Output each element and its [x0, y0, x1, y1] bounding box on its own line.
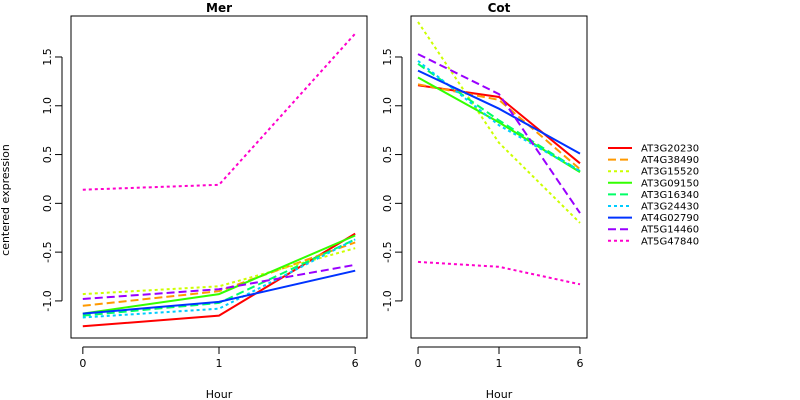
panel-title: Cot: [488, 1, 511, 15]
series-line-at3g09150: [82, 234, 356, 315]
legend-label: AT4G02790: [641, 213, 699, 224]
legend-item: AT3G15520: [608, 167, 699, 178]
series-line-at3g16340: [82, 238, 356, 317]
series-line-at5g47840: [82, 32, 356, 191]
y-tick-label: -0.5: [381, 241, 394, 262]
panel-cot: Cot 0 1 6 Hour -1.0 -0.5 0.0 0.5 1.0 1.5: [381, 1, 588, 400]
x-tick-label: 1: [216, 357, 223, 370]
legend-label: AT5G47840: [641, 236, 699, 247]
series-line-at5g47840: [417, 260, 581, 286]
y-tick-label: 1.5: [381, 48, 394, 66]
legend-item: AT3G20230: [608, 144, 699, 155]
plot-frame: [410, 15, 588, 339]
series-line-at3g16340: [417, 62, 581, 172]
series-line-at5g14460: [417, 53, 581, 214]
series-line-at3g15520: [82, 247, 356, 296]
series-line-at4g02790: [417, 69, 581, 155]
legend-item: AT5G47840: [608, 236, 699, 247]
legend-label: AT3G15520: [641, 167, 699, 178]
x-tick-label: 6: [576, 357, 583, 370]
series-line-at4g38490: [82, 241, 356, 307]
x-tick-label: 6: [352, 357, 359, 370]
panel-title: Mer: [206, 1, 232, 15]
legend-item: AT5G14460: [608, 225, 699, 236]
y-tick-label: 0.0: [41, 195, 54, 213]
x-tick-label: 1: [496, 357, 503, 370]
x-axis-label: Hour: [486, 388, 513, 400]
y-tick-label: 0.5: [41, 146, 54, 164]
x-tick-label: 0: [79, 357, 86, 370]
y-tick-label: 0.5: [381, 146, 394, 164]
series-line-at5g14460: [82, 263, 356, 300]
y-tick-label: -1.0: [41, 290, 54, 311]
series-line-at3g09150: [417, 76, 581, 173]
series-line-at3g15520: [417, 21, 581, 224]
y-tick-label: -1.0: [381, 290, 394, 311]
legend-label: AT4G38490: [641, 155, 699, 166]
series-line-at3g24430: [82, 238, 356, 319]
legend-label: AT3G20230: [641, 144, 699, 155]
y-tick-label: 1.0: [41, 97, 54, 115]
panels: Mer 0 1 6 Hour -1.0 -0.5 0.0 0.5 1.0 1.5 Cot 0 1 6 Hour…: [41, 1, 588, 400]
y-tick-label: 1.0: [381, 97, 394, 115]
legend-label: AT3G24430: [641, 202, 699, 213]
x-tick-label: 0: [415, 357, 422, 370]
legend-item: AT4G02790: [608, 213, 699, 224]
y-tick-label: 0.0: [381, 195, 394, 213]
series-line-at4g38490: [417, 83, 581, 170]
legend-item: AT4G38490: [608, 155, 699, 166]
legend-label: AT3G16340: [641, 190, 699, 201]
y-axis-label: centered expression: [0, 144, 12, 256]
series-line-at3g24430: [417, 60, 581, 172]
legend: AT3G20230AT4G38490AT3G15520AT3G09150AT3G…: [608, 144, 699, 247]
series-line-at4g02790: [82, 269, 356, 315]
plot-frame: [70, 15, 368, 339]
legend-label: AT3G09150: [641, 178, 699, 189]
x-axis-label: Hour: [206, 388, 233, 400]
legend-item: AT3G16340: [608, 190, 699, 201]
legend-item: AT3G24430: [608, 202, 699, 213]
y-tick-label: 1.5: [41, 48, 54, 66]
legend-label: AT5G14460: [641, 225, 699, 236]
panel-mer: Mer 0 1 6 Hour -1.0 -0.5 0.0 0.5 1.0 1.5: [41, 1, 368, 400]
y-tick-label: -0.5: [41, 241, 54, 262]
legend-item: AT3G09150: [608, 178, 699, 189]
